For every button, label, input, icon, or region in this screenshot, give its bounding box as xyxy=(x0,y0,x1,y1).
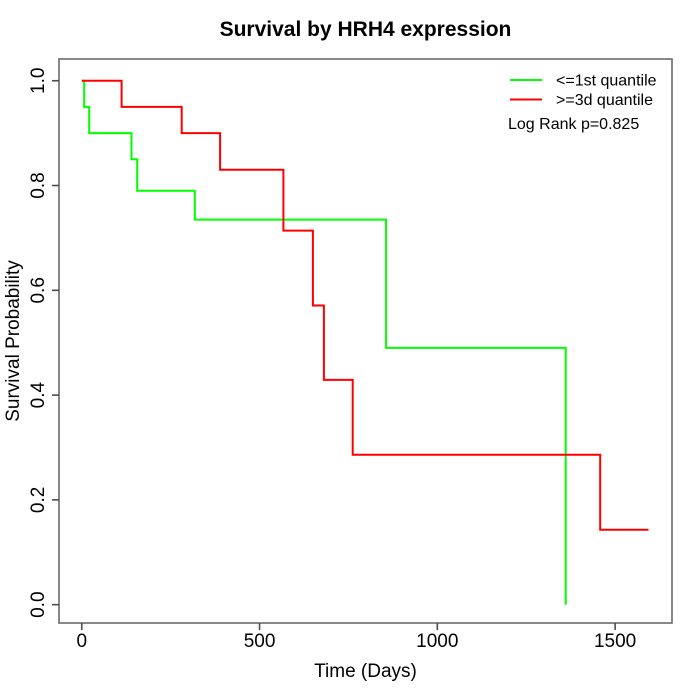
x-axis-label: Time (Days) xyxy=(314,661,417,682)
y-tick-label: 0.4 xyxy=(28,381,49,408)
legend-label-0: <=1st quantile xyxy=(556,73,657,90)
chart-title: Survival by HRH4 expression xyxy=(220,18,512,41)
series-1-curve xyxy=(81,79,649,531)
x-tick-label: 500 xyxy=(244,631,276,652)
y-tick-label: 0.0 xyxy=(28,591,49,617)
y-axis-label: Survival Probability xyxy=(3,260,24,422)
x-tick-label: 1000 xyxy=(416,631,458,652)
log-rank-annotation: Log Rank p=0.825 xyxy=(508,116,639,133)
series-0-curve xyxy=(81,79,567,605)
y-tick-label: 0.2 xyxy=(28,487,49,513)
y-tick-label: 0.8 xyxy=(28,172,49,198)
legend-label-1: >=3d quantile xyxy=(556,92,653,109)
y-tick-label: 0.6 xyxy=(28,277,49,303)
plot-box xyxy=(58,58,673,624)
x-tick-label: 1500 xyxy=(594,631,636,652)
y-tick-label: 1.0 xyxy=(28,68,49,94)
x-tick-label: 0 xyxy=(76,631,87,652)
